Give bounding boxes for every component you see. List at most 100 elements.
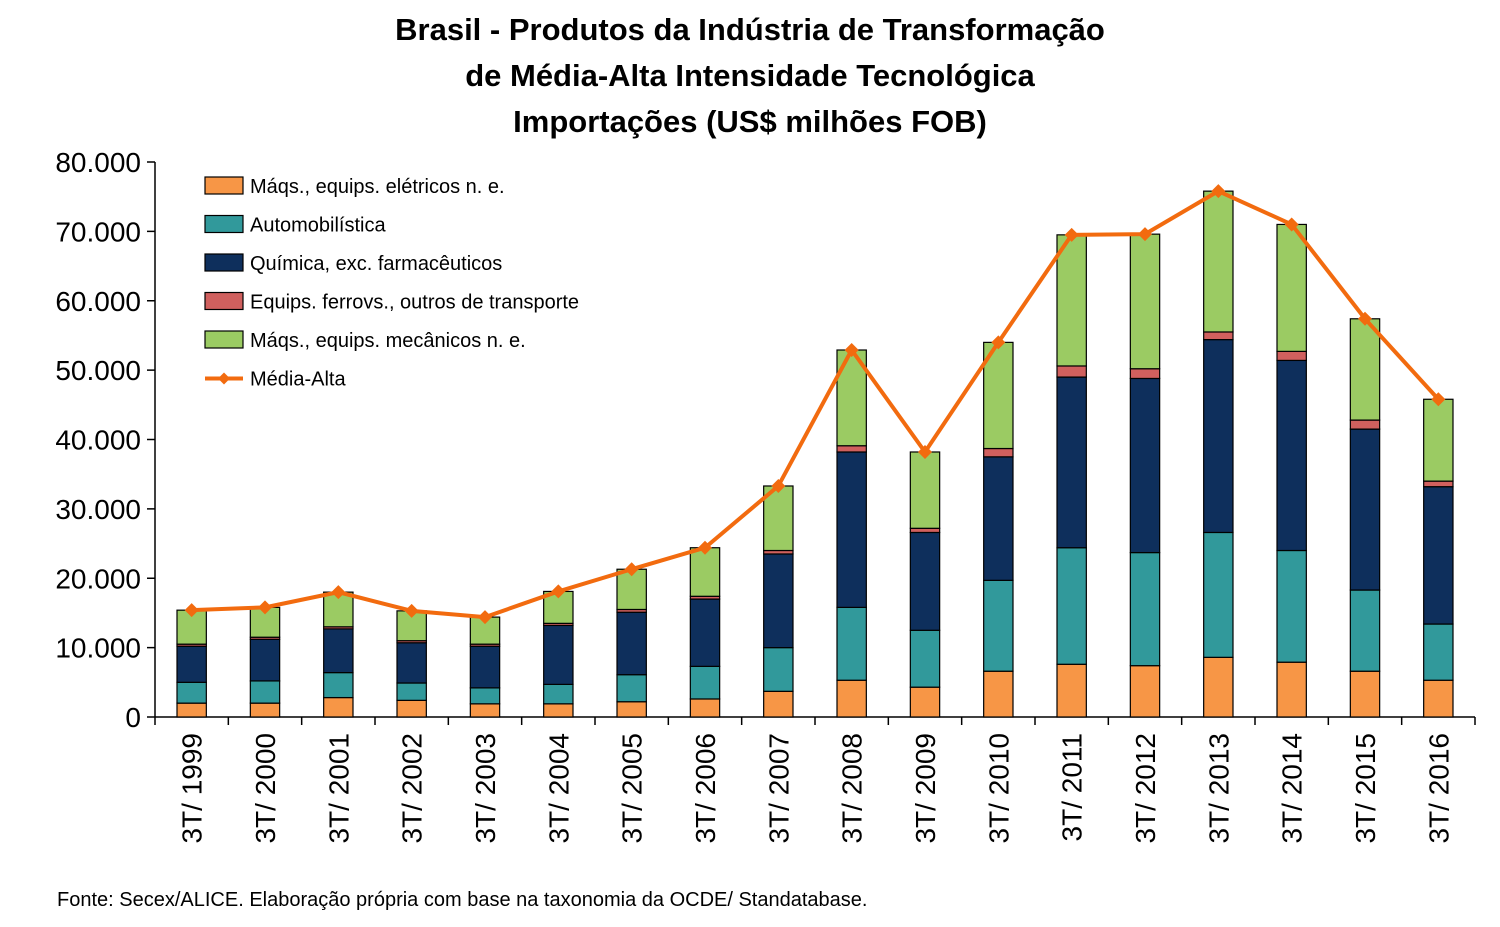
x-tick-label: 3T/ 2004 xyxy=(543,733,574,844)
bar-segment xyxy=(469,645,501,689)
bar-segment xyxy=(1276,549,1307,663)
total-marker xyxy=(331,585,346,600)
legend-swatch xyxy=(204,176,244,195)
bar-segment xyxy=(836,679,867,718)
total-marker xyxy=(1138,227,1152,242)
x-tick-label: 3T/ 2014 xyxy=(1277,733,1308,844)
x-tick-label: 3T/ 2007 xyxy=(763,733,794,844)
bar-segment xyxy=(616,701,647,718)
y-tick-label: 50.000 xyxy=(55,355,141,386)
bar-segment xyxy=(1276,661,1307,718)
bar-segment xyxy=(1203,339,1234,534)
bar-segment xyxy=(1129,665,1161,718)
bar-segment xyxy=(1423,486,1454,625)
bar-segment xyxy=(616,674,647,703)
bar-segment xyxy=(1203,331,1234,341)
x-tick-label: 3T/ 2005 xyxy=(617,733,648,844)
x-tick-label: 3T/ 1999 xyxy=(177,733,208,844)
bar-segment xyxy=(909,629,941,688)
bar-segment xyxy=(1056,376,1087,549)
chart-title-line-3: Importações (US$ milhões FOB) xyxy=(513,104,987,139)
bar-segment xyxy=(176,645,207,683)
x-tick-label: 3T/ 2009 xyxy=(910,733,941,844)
bar-segment xyxy=(1423,398,1454,482)
bar-segment xyxy=(1056,547,1087,665)
x-tick-label: 3T/ 2016 xyxy=(1423,733,1454,844)
bar-segment xyxy=(323,696,354,718)
bar-segment xyxy=(323,628,354,674)
bar-segment xyxy=(689,698,721,718)
total-marker xyxy=(478,610,492,625)
bar-segment xyxy=(763,690,794,718)
bar-segment xyxy=(1276,223,1307,352)
bar-segment xyxy=(1056,663,1087,718)
bar-segment xyxy=(689,598,721,667)
legend-label: Equips. ferrovs., outros de transporte xyxy=(250,292,579,314)
bar-segment xyxy=(616,611,647,676)
bar-segment xyxy=(689,547,721,597)
bar-segment xyxy=(176,681,207,704)
total-marker xyxy=(991,335,1006,350)
total-marker xyxy=(1211,184,1226,199)
total-marker xyxy=(184,603,199,618)
bar-segment xyxy=(836,445,867,453)
bar-segment xyxy=(1349,318,1381,421)
bar-segment xyxy=(689,665,721,700)
bar-segment xyxy=(1349,428,1381,591)
legend-swatch xyxy=(204,330,244,349)
bar-segment xyxy=(983,456,1014,581)
y-tick-label: 60.000 xyxy=(55,286,141,317)
x-tick-label: 3T/ 2001 xyxy=(323,733,354,844)
bar-segment xyxy=(909,686,941,718)
bar-segment xyxy=(1129,377,1161,554)
total-marker xyxy=(258,600,272,615)
bar-segment xyxy=(1203,190,1234,333)
source-note: Fonte: Secex/ALICE. Elaboração própria c… xyxy=(57,889,868,911)
bar-segment xyxy=(249,680,281,704)
bar-segment xyxy=(176,702,207,718)
y-tick-label: 80.000 xyxy=(55,147,141,178)
legend-swatch xyxy=(204,291,244,311)
legend-label: Automobilística xyxy=(250,215,386,237)
bar-segment xyxy=(909,527,941,534)
bar-segment xyxy=(1349,589,1381,672)
bar-segment xyxy=(1129,551,1161,667)
x-tick-label: 3T/ 2000 xyxy=(250,733,281,844)
bar-segment xyxy=(983,447,1014,458)
total-line xyxy=(191,189,1440,620)
chart-title-line-2: de Média-Alta Intensidade Tecnológica xyxy=(465,58,1035,93)
total-marker xyxy=(1284,217,1299,232)
total-marker xyxy=(1358,311,1372,326)
total-marker xyxy=(771,478,786,493)
bar-segment xyxy=(543,624,574,685)
bar-segment xyxy=(763,553,794,649)
bar-segment xyxy=(983,579,1014,672)
total-marker xyxy=(624,562,639,577)
bar-segment xyxy=(469,687,501,705)
bar-segment xyxy=(1056,365,1087,378)
x-tick-label: 3T/ 2003 xyxy=(470,733,501,844)
bar-segment xyxy=(1423,480,1454,488)
legend-label: Máqs., equips. mecânicos n. e. xyxy=(250,330,526,352)
bar-segment xyxy=(249,702,281,718)
y-tick-label: 0 xyxy=(125,702,141,733)
total-marker xyxy=(404,603,419,618)
bar-segment xyxy=(1349,419,1381,430)
y-tick-label: 40.000 xyxy=(55,425,141,456)
bar-segment xyxy=(396,642,427,684)
bar-segment xyxy=(909,451,941,529)
bar-segment xyxy=(1129,368,1161,380)
bar-segment xyxy=(909,531,941,631)
y-tick-label: 20.000 xyxy=(55,563,141,594)
bar-segment xyxy=(323,671,354,699)
bar-segment xyxy=(543,683,574,705)
total-marker xyxy=(844,343,859,358)
bar-segment xyxy=(1129,233,1161,370)
bar-segment xyxy=(543,703,574,718)
total-marker xyxy=(1431,392,1446,407)
total-marker xyxy=(918,444,932,459)
bar-segment xyxy=(1203,656,1234,718)
x-tick-label: 3T/ 2010 xyxy=(983,733,1014,844)
